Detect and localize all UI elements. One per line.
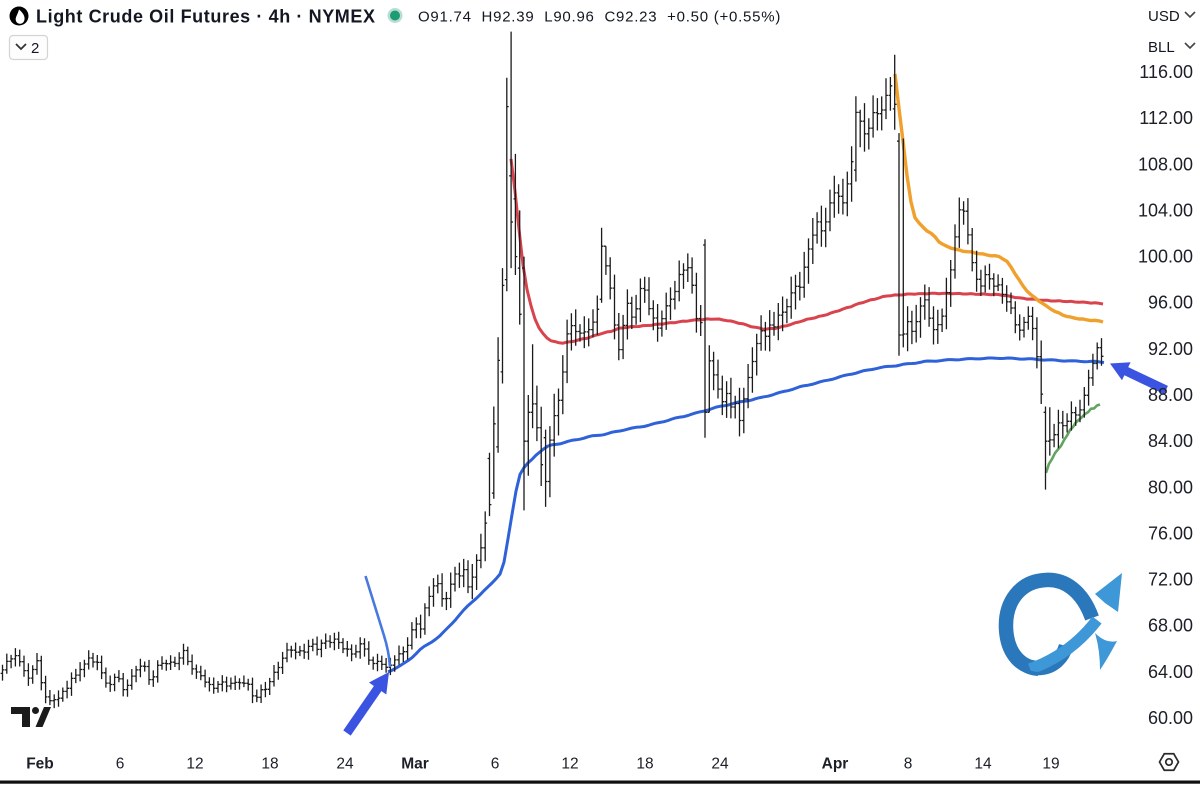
svg-text:8: 8 xyxy=(904,756,913,773)
svg-text:88.00: 88.00 xyxy=(1148,385,1193,405)
svg-text:USD: USD xyxy=(1148,8,1180,25)
svg-text:Light Crude Oil Futures · 4h ·: Light Crude Oil Futures · 4h · NYMEX xyxy=(36,7,376,27)
svg-text:14: 14 xyxy=(974,756,992,773)
svg-text:72.00: 72.00 xyxy=(1148,570,1193,590)
svg-text:2: 2 xyxy=(31,40,39,57)
svg-text:108.00: 108.00 xyxy=(1138,154,1193,174)
svg-text:84.00: 84.00 xyxy=(1148,431,1193,451)
svg-text:64.00: 64.00 xyxy=(1148,662,1193,682)
svg-text:92.00: 92.00 xyxy=(1148,339,1193,359)
svg-text:24: 24 xyxy=(336,756,354,773)
svg-text:104.00: 104.00 xyxy=(1138,200,1193,220)
svg-text:BLL: BLL xyxy=(1148,39,1175,56)
svg-text:19: 19 xyxy=(1042,756,1059,773)
svg-text:12: 12 xyxy=(561,756,578,773)
svg-text:6: 6 xyxy=(491,756,500,773)
svg-text:18: 18 xyxy=(261,756,278,773)
svg-text:12: 12 xyxy=(186,756,203,773)
svg-text:60.00: 60.00 xyxy=(1148,708,1193,728)
svg-text:100.00: 100.00 xyxy=(1138,247,1193,267)
svg-text:116.00: 116.00 xyxy=(1139,62,1193,82)
svg-text:76.00: 76.00 xyxy=(1148,523,1193,543)
svg-text:112.00: 112.00 xyxy=(1139,108,1193,128)
svg-text:O91.74 H92.39 L90.96 C92.23: O91.74 H92.39 L90.96 C92.23 +0.50 (+0.55… xyxy=(418,9,781,26)
svg-text:Feb: Feb xyxy=(26,756,54,773)
svg-text:6: 6 xyxy=(116,756,125,773)
svg-text:68.00: 68.00 xyxy=(1148,616,1193,636)
svg-text:80.00: 80.00 xyxy=(1148,477,1193,497)
svg-text:96.00: 96.00 xyxy=(1148,293,1193,313)
svg-text:Mar: Mar xyxy=(401,756,429,773)
svg-text:Apr: Apr xyxy=(822,756,849,773)
svg-text:18: 18 xyxy=(636,756,653,773)
svg-text:24: 24 xyxy=(711,756,729,773)
